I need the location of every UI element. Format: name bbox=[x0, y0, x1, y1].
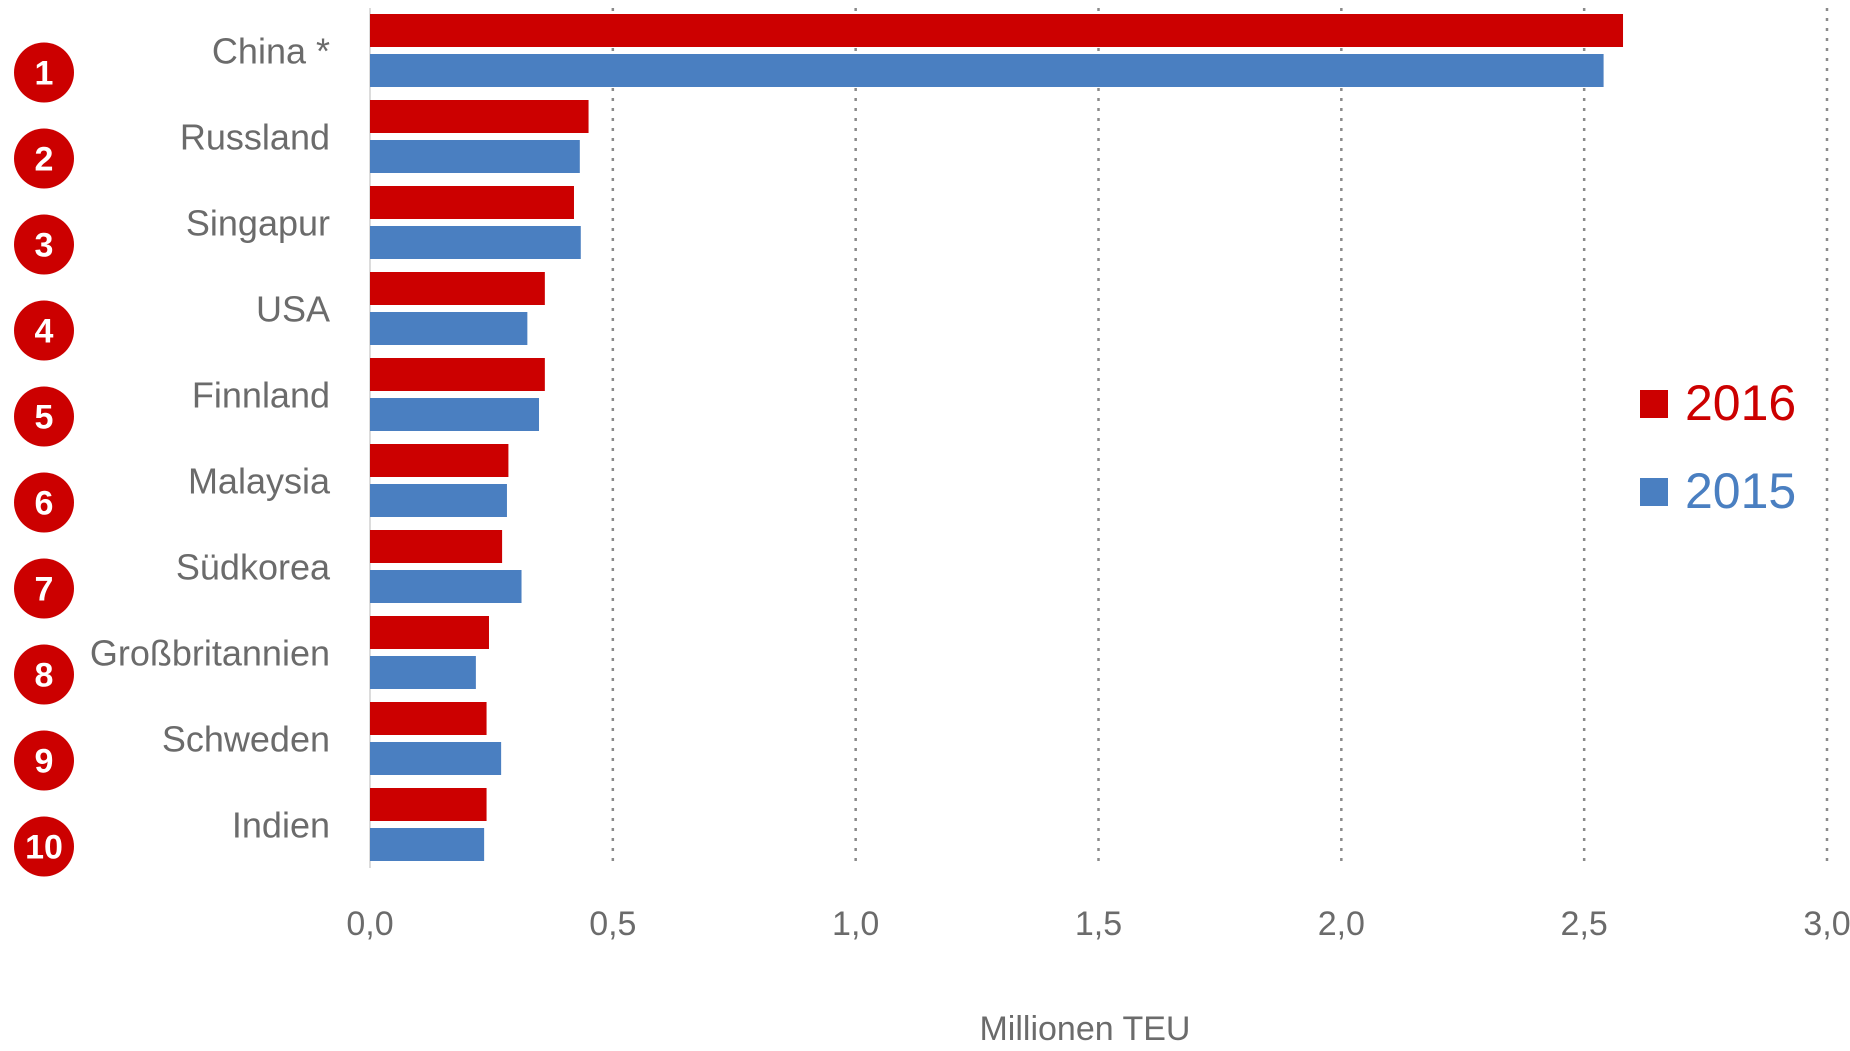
bars bbox=[370, 14, 1624, 861]
rank-number: 4 bbox=[35, 313, 54, 351]
bar-2016 bbox=[370, 702, 487, 735]
x-tick-label: 0,0 bbox=[346, 905, 393, 943]
category-label: Großbritannien bbox=[90, 633, 330, 674]
category-label: Indien bbox=[232, 805, 330, 846]
category-label: Singapur bbox=[186, 203, 330, 244]
rank-number: 1 bbox=[35, 55, 54, 93]
rank-badge bbox=[14, 128, 74, 189]
x-tick-label: 0,5 bbox=[589, 905, 636, 943]
bar-2015 bbox=[370, 226, 581, 259]
category-label: China * bbox=[212, 31, 330, 72]
bar-2015 bbox=[370, 570, 522, 603]
grid-lines bbox=[369, 8, 1829, 868]
rank-badge bbox=[14, 472, 74, 533]
rank-number: 2 bbox=[35, 141, 54, 179]
legend-swatch bbox=[1640, 478, 1668, 506]
category-label: Russland bbox=[180, 117, 330, 158]
rank-number: 5 bbox=[35, 399, 54, 437]
bar-2016 bbox=[370, 788, 487, 821]
rank-badge bbox=[14, 558, 74, 619]
rank-badge bbox=[14, 42, 74, 103]
legend-label: 2016 bbox=[1685, 375, 1796, 431]
x-tick-label: 1,5 bbox=[1075, 905, 1122, 943]
bar-2016 bbox=[370, 272, 545, 305]
rank-badge bbox=[14, 816, 74, 877]
category-label: Malaysia bbox=[188, 461, 331, 502]
x-tick-labels: 0,0 0,5 1,0 1,5 2,0 2,5 3,0 bbox=[346, 905, 1850, 943]
rank-badge bbox=[14, 644, 74, 705]
x-tick-label: 1,0 bbox=[832, 905, 879, 943]
bar-2015 bbox=[370, 484, 507, 517]
rank-number: 9 bbox=[35, 743, 54, 781]
bar-2016 bbox=[370, 530, 503, 563]
rank-badge bbox=[14, 300, 74, 361]
x-tick-label: 3,0 bbox=[1803, 905, 1850, 943]
bar-2015 bbox=[370, 828, 485, 861]
rank-badges: 1 2 3 4 5 6 7 8 9 10 bbox=[14, 42, 74, 877]
bar-2016 bbox=[370, 100, 589, 133]
category-labels: China * Russland Singapur USA Finnland Malays… bbox=[90, 31, 331, 846]
category-label: Finnland bbox=[192, 375, 330, 416]
bar-2015 bbox=[370, 140, 580, 173]
bar-2015 bbox=[370, 656, 476, 689]
rank-number: 6 bbox=[35, 485, 54, 523]
bar-2015 bbox=[370, 398, 540, 431]
x-tick-label: 2,5 bbox=[1561, 905, 1608, 943]
bar-2015 bbox=[370, 312, 528, 345]
bar-2016 bbox=[370, 358, 545, 391]
rank-number: 10 bbox=[25, 829, 63, 867]
rank-number: 3 bbox=[35, 227, 54, 265]
rank-number: 7 bbox=[35, 571, 54, 609]
bar-2016 bbox=[370, 14, 1624, 47]
rank-number: 8 bbox=[35, 657, 54, 695]
rank-badge bbox=[14, 730, 74, 791]
bar-2016 bbox=[370, 616, 489, 649]
bar-2016 bbox=[370, 444, 509, 477]
bar-2015 bbox=[370, 742, 502, 775]
legend-label: 2015 bbox=[1685, 463, 1796, 519]
rank-badge bbox=[14, 214, 74, 275]
x-tick-label: 2,0 bbox=[1318, 905, 1365, 943]
bar-2016 bbox=[370, 186, 574, 219]
category-label: Schweden bbox=[162, 719, 330, 760]
rank-badge bbox=[14, 386, 74, 447]
bar-2015 bbox=[370, 54, 1604, 87]
legend: 2016 2015 bbox=[1640, 375, 1796, 519]
legend-swatch bbox=[1640, 390, 1668, 418]
category-label: USA bbox=[256, 289, 330, 330]
category-label: Südkorea bbox=[176, 547, 331, 588]
x-axis-title: Millionen TEU bbox=[979, 1010, 1190, 1048]
